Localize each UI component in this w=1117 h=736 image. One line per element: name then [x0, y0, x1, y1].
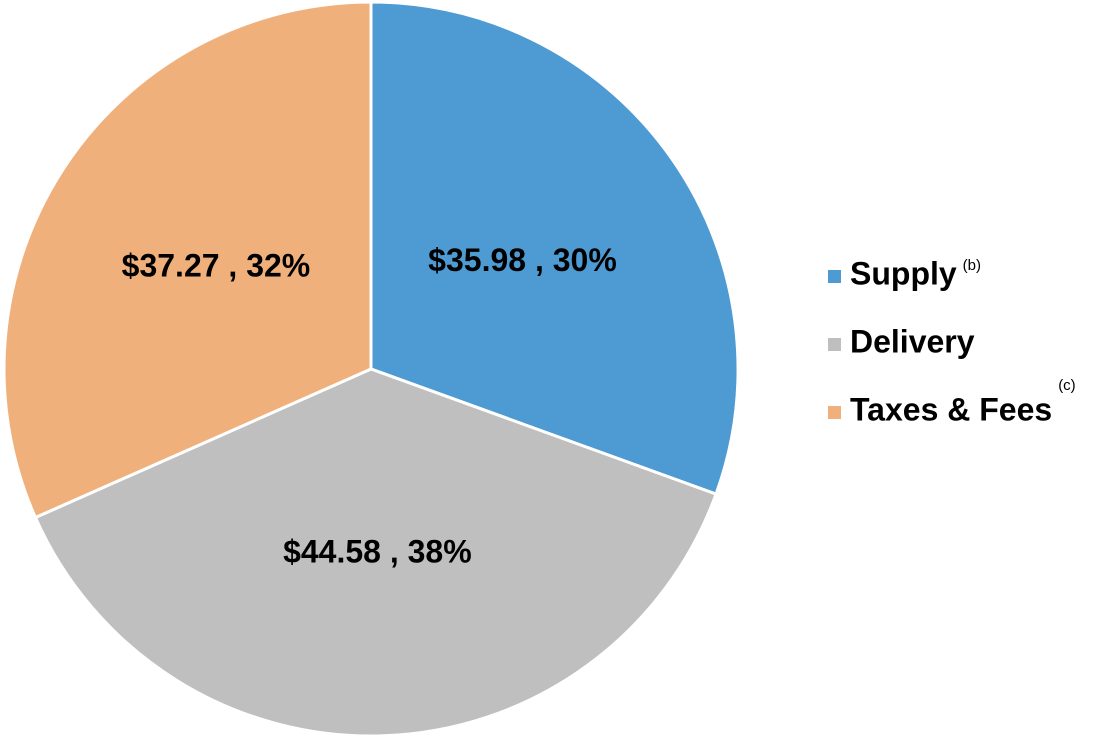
slice-label: $44.58 , 38%: [283, 533, 472, 569]
legend-label: Taxes & Fees: [850, 391, 1052, 427]
legend-label: Delivery: [850, 323, 975, 359]
slice-label: $37.27 , 32%: [122, 248, 311, 284]
legend-swatch: [828, 270, 841, 283]
legend-label: Supply: [850, 255, 957, 291]
pie-slice: [369, 0, 740, 497]
legend-swatch: [828, 338, 841, 351]
pie-slice: [2, 0, 373, 520]
legend-swatch: [828, 406, 841, 419]
legend-note: (c): [1058, 377, 1076, 394]
legend-note: (b): [963, 257, 981, 274]
slice-label: $35.98 , 30%: [428, 242, 617, 278]
